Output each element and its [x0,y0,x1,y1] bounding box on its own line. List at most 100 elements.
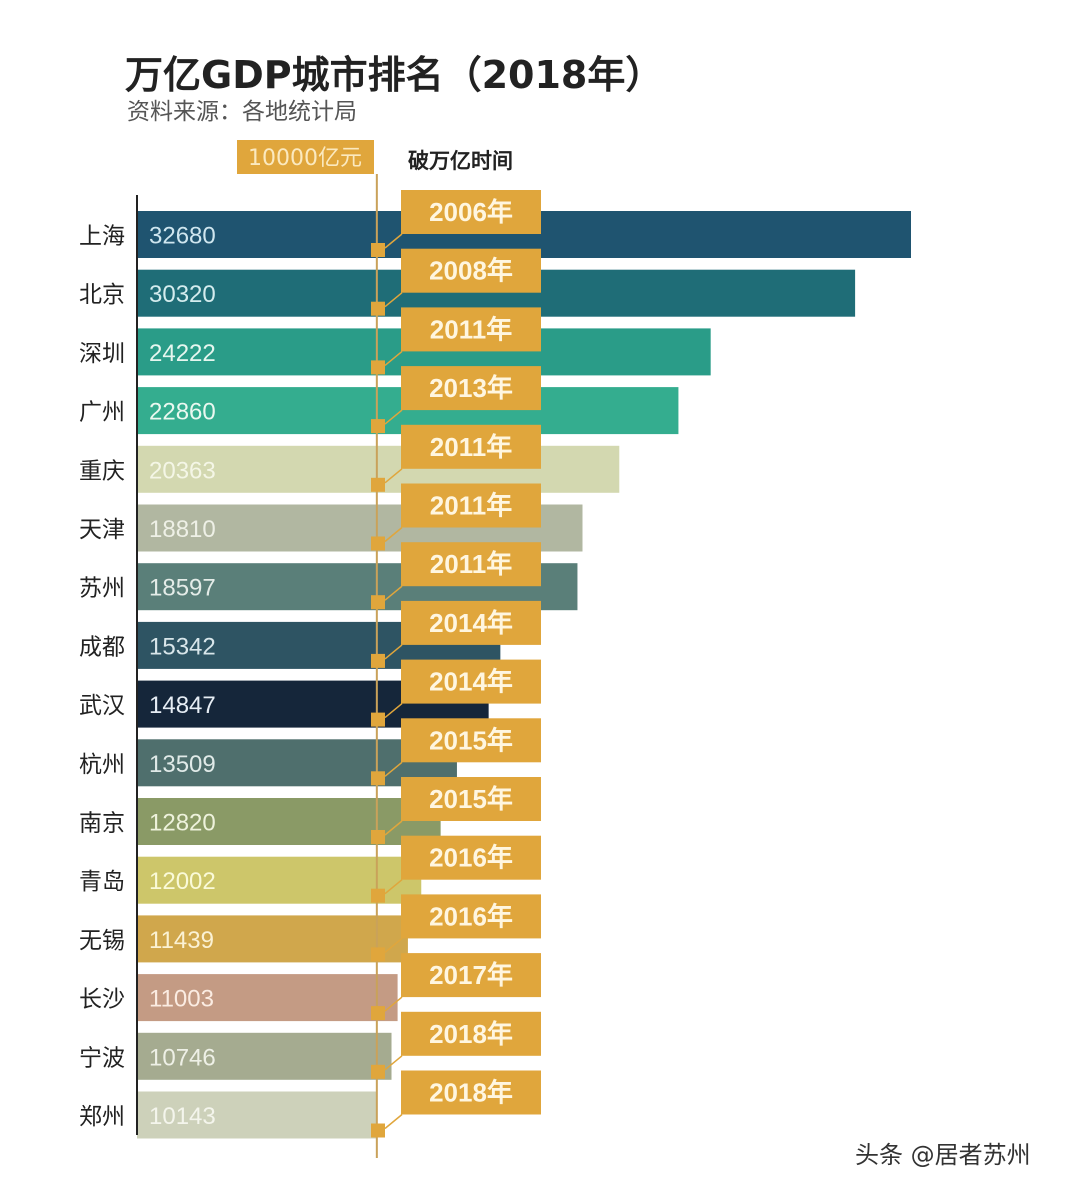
milestone-box [401,718,541,763]
chart-subtitle: 资料来源：各地统计局 [127,99,357,125]
milestone-box [401,1070,541,1115]
value-label: 10143 [149,1103,216,1130]
milestone-box [401,1011,541,1056]
bar [137,1091,378,1139]
milestone-marker [371,771,385,786]
milestone-marker [371,536,385,551]
milestone-year: 2011年 [430,314,512,344]
connector-line [384,761,403,777]
connector-line [384,820,403,836]
connector-line [384,703,403,719]
category-label: 无锡 [79,928,125,954]
milestone-marker [371,888,385,903]
milestone-marker [371,1006,385,1021]
connector-line [384,233,403,249]
milestone-box [401,424,541,469]
milestone-year: 2011年 [430,549,512,579]
category-label: 广州 [79,400,125,426]
milestone-marker [371,243,385,257]
bar [137,915,408,963]
milestone-year: 2011年 [430,432,512,462]
milestone-year: 2015年 [429,784,513,814]
category-label: 深圳 [79,341,125,367]
milestone-year: 2018年 [429,1019,513,1049]
milestone-marker [371,1123,385,1138]
milestone-year: 2016年 [429,843,513,873]
value-label: 18810 [149,516,216,543]
connector-line [384,937,403,953]
connector-line [384,1113,403,1130]
value-label: 22860 [149,399,216,426]
milestone-marker [371,360,385,375]
bar [137,798,441,845]
milestone-year: 2017年 [429,960,513,990]
category-label: 杭州 [79,752,125,778]
chart-title: 万亿GDP城市排名（2018年） [125,53,663,97]
milestone-marker [371,1064,385,1079]
milestone-marker [371,947,385,962]
milestone-box [401,542,541,587]
milestone-year: 2013年 [429,373,513,403]
connector-line [384,409,403,425]
value-label: 18597 [149,575,216,602]
reference-label: 10000亿元 [248,146,362,171]
connector-line [384,585,403,601]
value-label: 20363 [149,457,216,484]
milestone-box [401,953,541,998]
milestone-marker [371,477,385,492]
category-label: 青岛 [79,869,125,895]
milestone-marker [371,595,385,610]
milestone-year: 2018年 [429,1078,513,1108]
milestone-marker [371,712,385,727]
watermark: 头条 @居者苏州 [855,1141,1031,1169]
milestone-year: 2008年 [429,256,513,286]
value-label: 11003 [149,986,214,1013]
category-label: 长沙 [79,987,125,1013]
connector-line [384,1055,403,1071]
bar [137,1032,392,1080]
value-label: 13509 [149,751,216,778]
value-label: 10746 [149,1044,216,1071]
milestone-header: 破万亿时间 [408,149,513,173]
value-label: 12820 [149,810,216,837]
milestone-year: 2006年 [429,197,513,227]
category-label: 天津 [79,517,125,543]
milestone-marker [371,419,385,434]
category-label: 宁波 [79,1045,125,1071]
milestone-box [401,835,541,880]
milestone-box [401,248,541,293]
value-label: 15342 [149,633,216,660]
category-label: 郑州 [79,1104,125,1130]
milestone-box [401,483,541,528]
category-label: 武汉 [79,693,125,719]
milestone-marker [371,301,385,316]
reference-label-box [237,140,374,174]
milestone-box [401,894,541,939]
category-label: 北京 [79,282,125,308]
category-label: 苏州 [79,576,125,602]
value-label: 32680 [149,223,216,250]
connector-line [384,350,403,366]
connector-line [384,526,403,543]
milestone-box [401,600,541,645]
milestone-marker [371,653,385,668]
connector-line [384,996,403,1012]
milestone-year: 2014年 [429,667,513,697]
milestone-box [401,190,541,234]
milestone-box [401,777,541,821]
milestone-year: 2014年 [429,608,513,638]
milestone-year: 2015年 [429,725,513,755]
category-label: 重庆 [79,458,125,484]
milestone-year: 2016年 [429,901,513,931]
connector-line [384,468,403,484]
value-label: 11439 [149,927,214,954]
value-label: 12002 [149,868,216,895]
milestone-box [401,307,541,352]
milestone-marker [371,830,385,844]
milestone-year: 2011年 [430,491,512,521]
milestone-box [401,366,541,411]
category-label: 上海 [79,224,125,250]
value-label: 30320 [149,281,216,308]
category-label: 南京 [79,811,125,837]
